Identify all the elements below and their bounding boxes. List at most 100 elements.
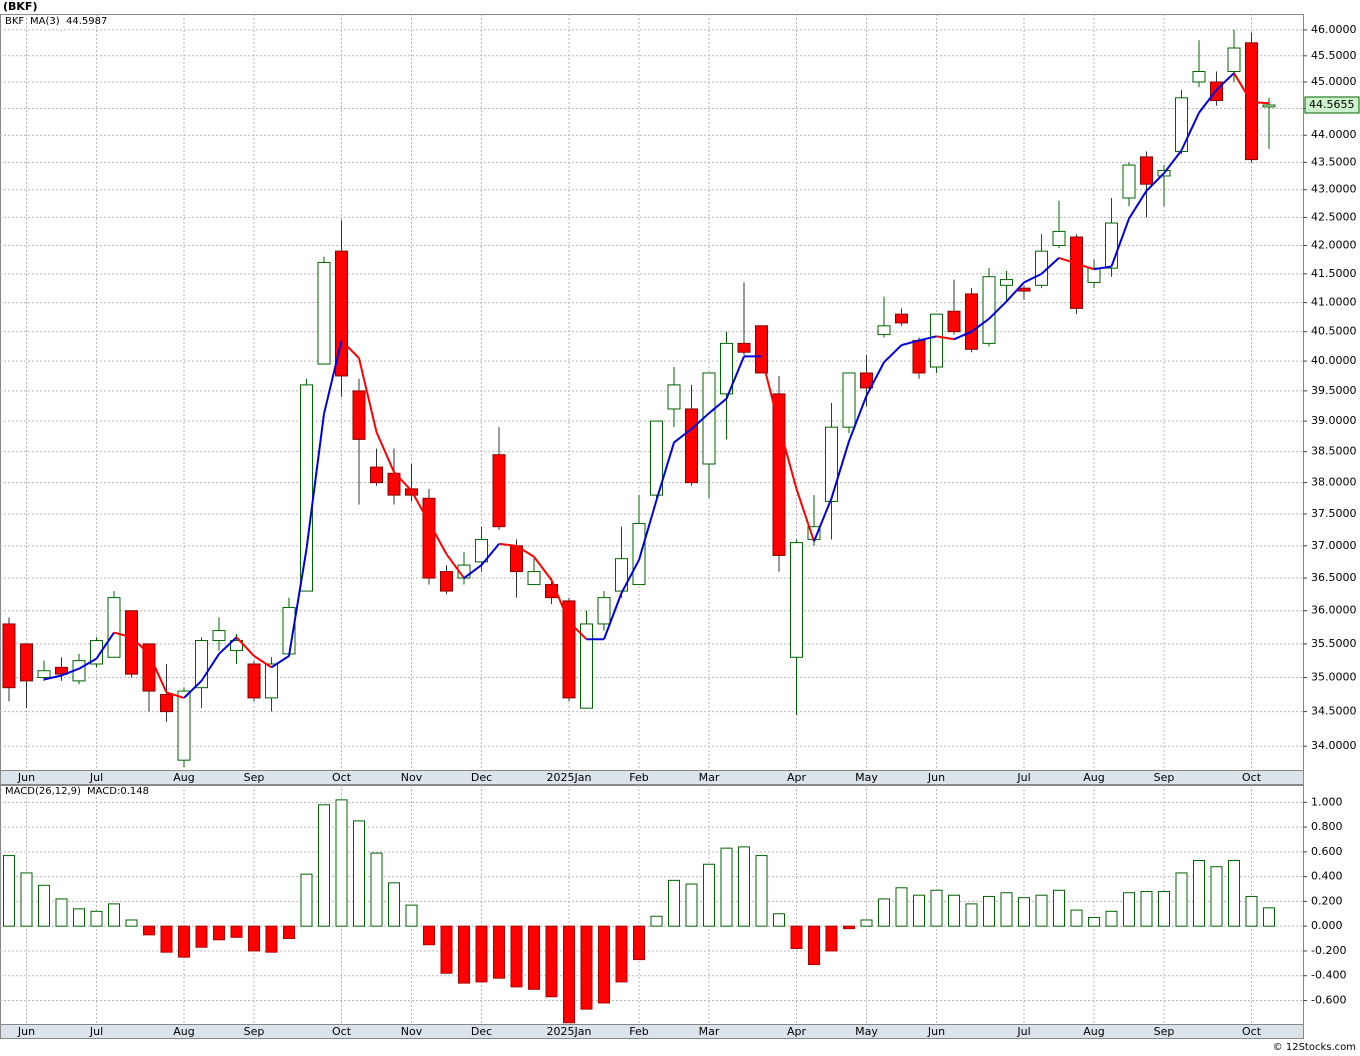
macd-bar xyxy=(55,898,68,927)
candle-body xyxy=(212,630,226,642)
candle-body xyxy=(177,690,191,761)
y-tick-label: 37.0000 xyxy=(1311,539,1357,552)
x-tick-label: Feb xyxy=(629,1025,648,1038)
ma-segment xyxy=(515,544,535,558)
ma-segment xyxy=(533,556,553,581)
ma-segment xyxy=(393,471,413,492)
legend-value: 44.5987 xyxy=(66,16,107,27)
ma-segment xyxy=(113,631,132,639)
x-tick-label: Nov xyxy=(401,1025,423,1038)
plot-area xyxy=(0,14,1304,771)
macd-bar xyxy=(510,925,523,988)
macd-bar xyxy=(930,889,943,927)
macd-bar xyxy=(580,925,593,1010)
ma-segment xyxy=(778,425,798,490)
ma-segment xyxy=(1110,218,1130,267)
candle-body xyxy=(1105,222,1118,269)
candle-body xyxy=(370,466,383,484)
legend-symbol: BKF xyxy=(5,16,24,27)
ma-segment xyxy=(95,632,115,660)
ma-segment xyxy=(183,680,203,699)
macd-bar xyxy=(353,820,365,927)
candle-body xyxy=(1192,70,1206,83)
ma-segment xyxy=(1145,172,1165,192)
ma-segment xyxy=(1251,101,1270,105)
x-tick-label: Jul xyxy=(89,1025,103,1038)
candle-body xyxy=(527,571,541,586)
y-tick-label: 39.5000 xyxy=(1311,384,1357,397)
candle-body xyxy=(685,408,698,484)
macd-bar xyxy=(1263,907,1275,927)
ma-segment xyxy=(1233,72,1253,103)
ma-segment xyxy=(1093,265,1112,271)
candle-body xyxy=(352,390,366,440)
macd-bar xyxy=(423,925,435,946)
candle-body xyxy=(1000,279,1013,286)
y-tick-label: 46.0000 xyxy=(1311,23,1357,36)
x-tick-label: Mar xyxy=(699,771,720,784)
y-tick-label: 37.5000 xyxy=(1311,507,1357,520)
macd-bar xyxy=(1088,917,1100,927)
ma-segment xyxy=(428,521,448,555)
x-tick-label: Dec xyxy=(471,771,492,784)
macd-bar xyxy=(283,925,295,940)
ma-segment xyxy=(830,440,850,499)
ma-segment xyxy=(200,653,220,682)
candle-body xyxy=(247,663,261,699)
macd-bar xyxy=(335,799,348,927)
candle-body xyxy=(562,600,576,699)
ma-segment xyxy=(901,339,920,347)
ma-segment xyxy=(375,431,395,473)
x-tick-label: Jun xyxy=(927,1025,945,1038)
macd-bar xyxy=(440,925,453,974)
macd-bar xyxy=(615,925,628,983)
y-tick-label: -0.400 xyxy=(1311,969,1346,982)
ma-segment xyxy=(410,490,430,523)
macd-bar xyxy=(405,904,418,927)
macd-bar xyxy=(825,925,838,952)
ma-segment xyxy=(760,356,780,426)
candle-body xyxy=(422,497,436,579)
candle-body xyxy=(1227,47,1241,72)
x-tick-label: Feb xyxy=(629,771,648,784)
ma-segment xyxy=(1076,262,1095,271)
macd-bar xyxy=(1158,890,1170,927)
macd-bar xyxy=(598,925,610,1004)
ma-segment xyxy=(445,553,465,579)
y-tick-label: 38.5000 xyxy=(1311,445,1357,458)
ma-segment xyxy=(1215,72,1235,91)
macd-bar xyxy=(965,903,978,927)
macd-bar xyxy=(300,873,313,927)
candle-body xyxy=(825,426,838,502)
last-price-box xyxy=(1304,96,1360,114)
ma-segment xyxy=(690,412,710,430)
candle-body xyxy=(160,693,173,713)
ma-segment xyxy=(253,655,273,669)
candle-body xyxy=(772,393,786,556)
ma-segment xyxy=(305,413,325,550)
ma-segment xyxy=(865,361,885,397)
macd-bar xyxy=(3,855,15,927)
macd-bar xyxy=(948,894,960,927)
ma-segment xyxy=(848,395,868,442)
ma-segment xyxy=(883,344,903,363)
macd-bar xyxy=(1053,889,1065,927)
x-tick-label: Aug xyxy=(173,771,194,784)
candle-body xyxy=(1087,267,1101,283)
x-axis-band xyxy=(0,1024,1304,1039)
macd-bar xyxy=(318,804,330,927)
macd-bar xyxy=(878,898,890,927)
ma-segment xyxy=(480,543,500,566)
x-tick-label: Jun xyxy=(17,771,35,784)
macd-bar xyxy=(90,910,103,927)
candle-body xyxy=(230,640,243,652)
y-tick-label: 42.0000 xyxy=(1311,238,1357,251)
candle-body xyxy=(755,325,768,374)
candle-body xyxy=(300,384,313,592)
y-tick-label: 0.800 xyxy=(1311,820,1343,833)
macd-bar xyxy=(668,879,680,927)
ma-segment xyxy=(61,667,80,677)
y-tick-label: 40.0000 xyxy=(1311,354,1357,367)
ma-segment xyxy=(1128,190,1148,220)
macd-bar xyxy=(1018,897,1030,927)
